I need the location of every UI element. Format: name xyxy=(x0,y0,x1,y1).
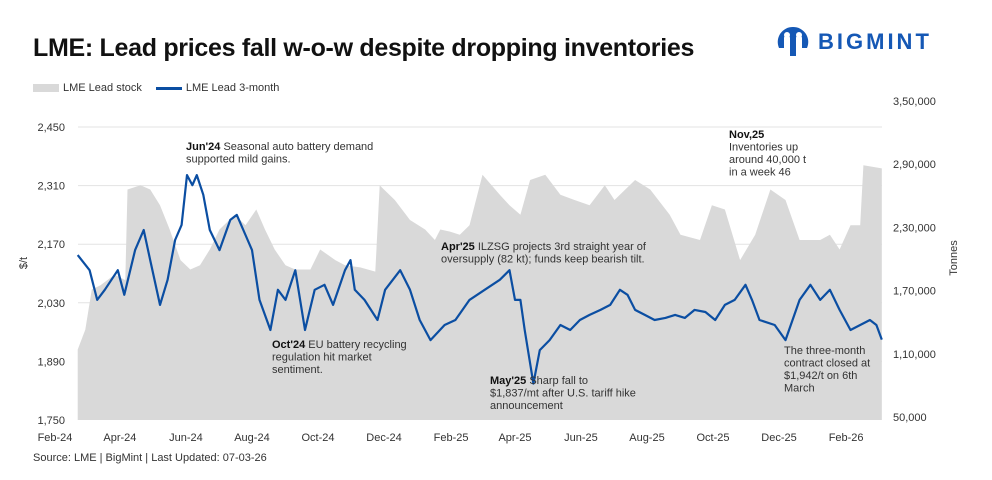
annotation: Apr'25 ILZSG projects 3rd straight year … xyxy=(441,241,647,266)
annotation-bold: Jun'24 xyxy=(186,141,223,153)
legend-item-price: LME Lead 3-month xyxy=(155,82,280,94)
bigmint-logo-icon xyxy=(777,26,809,56)
x-tick: Apr-24 xyxy=(103,432,136,444)
annotation-text: supported mild gains. xyxy=(186,154,291,166)
y-right-tick: 2,30,000 xyxy=(893,222,936,234)
annotation-bold: Nov,25 xyxy=(729,129,764,141)
annotation-text: in a week 46 xyxy=(729,167,791,179)
y-left-tick: 2,170 xyxy=(37,239,65,251)
annotation-text: oversupply (82 kt); funds keep bearish t… xyxy=(441,254,645,266)
y-right-tick: 1,10,000 xyxy=(893,349,936,361)
annotation: May'25 Sharp fall to$1,837/mt after U.S.… xyxy=(490,375,636,412)
legend-label: LME Lead 3-month xyxy=(185,82,280,94)
annotation-text: announcement xyxy=(490,400,563,412)
legend-item-stock: LME Lead stock xyxy=(33,82,142,94)
annotation-bold: Apr'25 xyxy=(441,241,478,253)
x-tick: Oct-24 xyxy=(301,432,334,444)
y-left-tick: 2,450 xyxy=(37,122,65,134)
annotation: Jun'24 Seasonal auto battery demandsuppo… xyxy=(186,141,373,166)
y-right-tick: 3,50,000 xyxy=(893,96,936,108)
y-left-tick: 2,030 xyxy=(37,298,65,310)
annotation-text: contract closed at xyxy=(784,358,870,370)
annotation-text: Apr'25 ILZSG projects 3rd straight year … xyxy=(441,241,647,253)
annotation-text: regulation hit market xyxy=(272,352,372,364)
annotation-text: around 40,000 t xyxy=(729,154,806,166)
price-line xyxy=(76,174,883,385)
y-right-label: Tonnes xyxy=(948,240,960,276)
annotation-text: March xyxy=(784,383,815,395)
annotation-text: $1,837/mt after U.S. tariff hike xyxy=(490,388,636,400)
y-right-tick: 1,70,000 xyxy=(893,286,936,298)
x-tick: Aug-24 xyxy=(234,432,269,444)
y-left-label: $/t xyxy=(18,257,30,269)
annotation-text: The three-month xyxy=(784,345,865,357)
annotation-text: May'25 Sharp fall to xyxy=(490,375,588,387)
x-tick: Feb-25 xyxy=(434,432,469,444)
logo-text: BIGMINT xyxy=(818,29,932,54)
source-note: Source: LME | BigMint | Last Updated: 07… xyxy=(33,452,267,464)
annotation-bold: May'25 xyxy=(490,375,529,387)
bigmint-logo: BIGMINT xyxy=(776,26,932,58)
x-tick: Oct-25 xyxy=(697,432,730,444)
y-left-tick: 1,890 xyxy=(37,356,65,368)
annotation-text: sentiment. xyxy=(272,364,323,376)
x-tick: Feb-26 xyxy=(829,432,864,444)
x-tick: Apr-25 xyxy=(498,432,531,444)
annotation-text: $1,942/t on 6th xyxy=(784,370,857,382)
x-tick: Aug-25 xyxy=(629,432,664,444)
y-right-tick: 50,000 xyxy=(893,412,927,424)
legend: LME Lead stock LME Lead 3-month xyxy=(33,82,279,94)
annotation-bold: Oct'24 xyxy=(272,339,308,351)
annotation-text: Inventories up xyxy=(729,142,798,154)
legend-swatch-line xyxy=(155,86,182,90)
annotation-text: Jun'24 Seasonal auto battery demand xyxy=(186,141,373,153)
y-left-tick: 1,750 xyxy=(37,415,65,427)
x-tick: Jun-25 xyxy=(564,432,598,444)
x-tick: Dec-25 xyxy=(761,432,796,444)
chart-title: LME: Lead prices fall w-o-w despite drop… xyxy=(33,34,695,62)
x-tick: Jun-24 xyxy=(169,432,203,444)
legend-label: LME Lead stock xyxy=(63,82,142,94)
y-left-tick: 2,310 xyxy=(37,181,65,193)
y-right-tick: 2,90,000 xyxy=(893,159,936,171)
annotation-text: Oct'24 EU battery recycling xyxy=(272,339,407,351)
x-tick: Feb-24 xyxy=(38,432,73,444)
x-tick: Dec-24 xyxy=(366,432,401,444)
legend-swatch-area xyxy=(33,84,59,93)
